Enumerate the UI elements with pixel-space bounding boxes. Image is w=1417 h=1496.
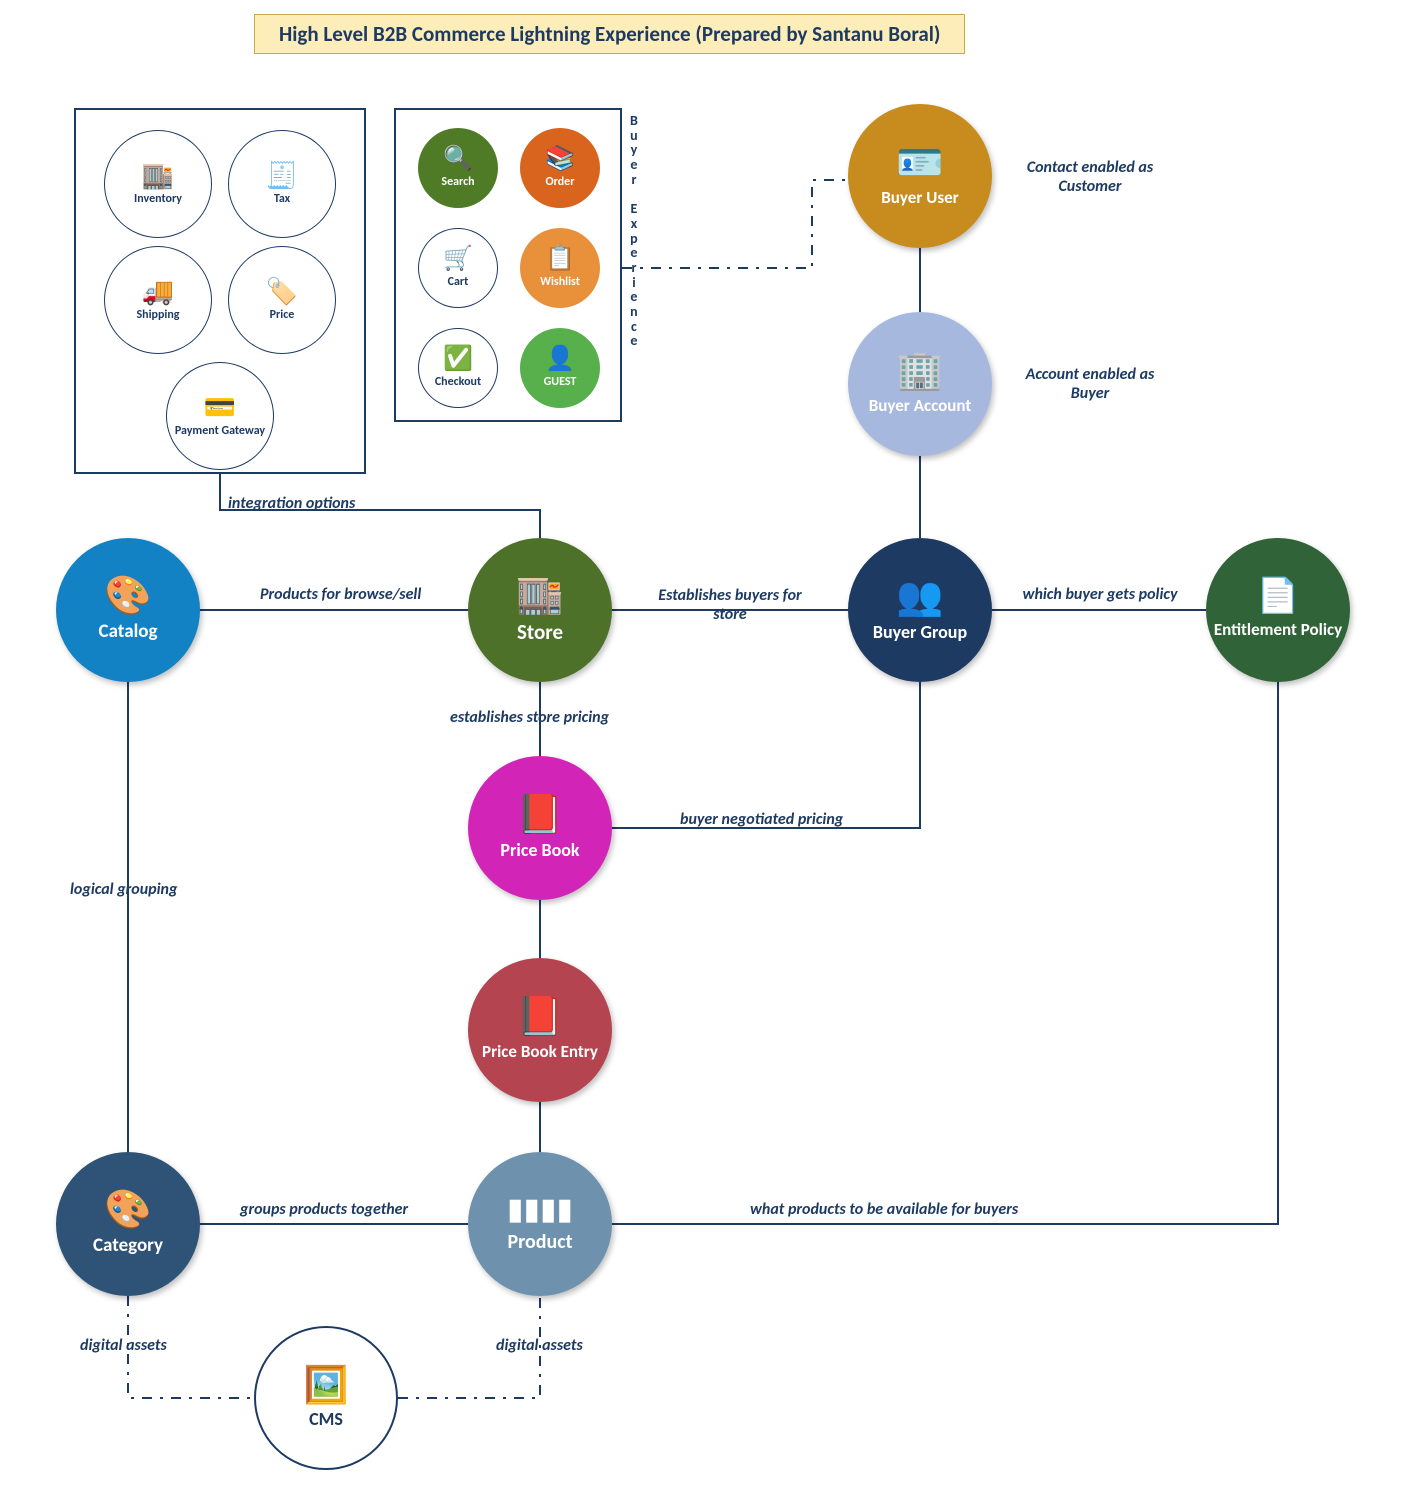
integration-shipping: 🚚 Shipping	[104, 246, 212, 354]
node-catalog: 🎨 Catalog	[56, 538, 200, 682]
category-icon: 🎨	[104, 1191, 151, 1229]
pbe-label: Price Book Entry	[482, 1042, 598, 1062]
order-label: Order	[546, 175, 575, 189]
store-label: Store	[517, 620, 563, 644]
cart-icon: 🛒	[443, 247, 473, 271]
edge-label-11: digital assets	[80, 1336, 220, 1355]
node-category: 🎨 Category	[56, 1152, 200, 1296]
tax-label: Tax	[274, 192, 290, 206]
wishlist-icon: 📋	[545, 247, 575, 271]
price-book-label: Price Book	[500, 840, 579, 861]
cms-icon: 🖼️	[304, 1367, 349, 1403]
node-product: ▮▮▮▮ Product	[468, 1152, 612, 1296]
search-icon: 🔍	[443, 147, 473, 171]
product-label: Product	[507, 1231, 572, 1254]
buyer-account-label: Buyer Account	[869, 396, 972, 416]
pbe-icon: 📕	[516, 998, 563, 1036]
node-buyer-user: 🪪 Buyer User	[848, 104, 992, 248]
node-price-book: 📕 Price Book	[468, 756, 612, 900]
edge-label-2: integration options	[228, 494, 428, 513]
product-icon: ▮▮▮▮	[507, 1195, 573, 1225]
node-cms: 🖼️ CMS	[254, 1326, 398, 1470]
edge-label-10: what products to be available for buyers	[750, 1200, 1090, 1219]
buyer-user-label: Buyer User	[881, 188, 958, 208]
experience-wishlist: 📋 Wishlist	[520, 228, 600, 308]
catalog-icon: 🎨	[104, 577, 151, 615]
buyer-group-label: Buyer Group	[873, 622, 967, 643]
diagram-title-text: High Level B2B Commerce Lightning Experi…	[279, 21, 940, 47]
tax-icon: 🧾	[266, 162, 298, 188]
order-icon: 📚	[545, 147, 575, 171]
experience-checkout: ✅ Checkout	[418, 328, 498, 408]
edge-label-6: establishes store pricing	[450, 708, 650, 727]
edge-label-9: groups products together	[240, 1200, 460, 1219]
experience-cart: 🛒 Cart	[418, 228, 498, 308]
buyer-account-icon: 🏢	[896, 352, 943, 390]
catalog-label: Catalog	[99, 621, 158, 643]
edge-label-7: buyer negotiated pricing	[680, 810, 880, 829]
edge-label-8: logical grouping	[70, 880, 230, 899]
edge-13	[612, 682, 1278, 1224]
search-label: Search	[441, 175, 474, 189]
payment-icon: 💳	[204, 394, 236, 420]
node-store: 🏬 Store	[468, 538, 612, 682]
entitlement-icon: 📄	[1257, 580, 1299, 614]
checkout-label: Checkout	[435, 375, 481, 389]
edge-label-4: Establishes buyers for store	[640, 586, 820, 624]
node-pbe: 📕 Price Book Entry	[468, 958, 612, 1102]
buyer-experience-vertical-label: Buyer Experience	[630, 114, 638, 349]
guest-icon: 👤	[545, 347, 575, 371]
node-buyer-account: 🏢 Buyer Account	[848, 312, 992, 456]
integration-price: 🏷️ Price	[228, 246, 336, 354]
edge-label-3: Products for browse/sell	[260, 585, 460, 604]
buyer-group-icon: 👥	[896, 578, 943, 616]
edge-label-0: Contact enabled as Customer	[1010, 158, 1170, 196]
node-entitlement: 📄 Entitlement Policy	[1206, 538, 1350, 682]
entitlement-label: Entitlement Policy	[1214, 620, 1342, 640]
store-icon: 🏬	[516, 576, 563, 614]
cart-label: Cart	[448, 275, 469, 289]
diagram-title: High Level B2B Commerce Lightning Experi…	[254, 14, 965, 54]
experience-order: 📚 Order	[520, 128, 600, 208]
integration-payment: 💳 Payment Gateway	[166, 362, 274, 470]
buyer-user-icon: 🪪	[896, 144, 943, 182]
inventory-icon: 🏬	[142, 162, 174, 188]
category-label: Category	[93, 1235, 163, 1257]
shipping-icon: 🚚	[142, 278, 174, 304]
inventory-label: Inventory	[134, 192, 182, 206]
price-icon: 🏷️	[266, 278, 298, 304]
price-label: Price	[270, 308, 295, 322]
integration-inventory: 🏬 Inventory	[104, 130, 212, 238]
checkout-icon: ✅	[443, 347, 473, 371]
payment-label: Payment Gateway	[175, 424, 265, 438]
node-buyer-group: 👥 Buyer Group	[848, 538, 992, 682]
shipping-label: Shipping	[136, 308, 179, 322]
integration-tax: 🧾 Tax	[228, 130, 336, 238]
guest-label: GUEST	[544, 375, 577, 389]
price-book-icon: 📕	[516, 796, 563, 834]
experience-search: 🔍 Search	[418, 128, 498, 208]
edge-0	[622, 180, 848, 268]
wishlist-label: Wishlist	[540, 275, 580, 289]
experience-guest: 👤 GUEST	[520, 328, 600, 408]
cms-label: CMS	[309, 1409, 343, 1430]
edge-label-12: digital assets	[496, 1336, 636, 1355]
edge-8	[612, 682, 920, 828]
edge-label-1: Account enabled as Buyer	[1010, 365, 1170, 403]
edge-label-5: which buyer gets policy	[1010, 585, 1190, 604]
